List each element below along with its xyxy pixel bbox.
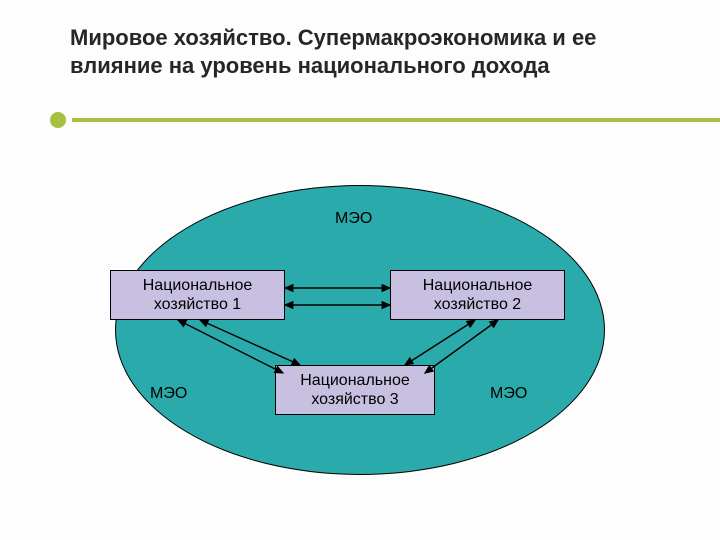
context-ellipse <box>115 185 605 475</box>
diagram-stage: Национальное хозяйство 1 Национальное хо… <box>0 140 720 540</box>
node-economy-1: Национальное хозяйство 1 <box>110 270 285 320</box>
node-economy-2: Национальное хозяйство 2 <box>390 270 565 320</box>
label-meo-top: МЭО <box>335 210 372 228</box>
underline-bar <box>72 118 720 122</box>
title-underline <box>0 118 720 122</box>
underline-dot <box>50 112 66 128</box>
label-meo-left: МЭО <box>150 385 187 403</box>
node-label: хозяйство 3 <box>280 390 430 409</box>
node-label: Национальное <box>115 276 280 295</box>
node-label: Национальное <box>280 371 430 390</box>
page-title: Мировое хозяйство. Супермакроэкономика и… <box>70 24 650 79</box>
node-label: Национальное <box>395 276 560 295</box>
node-label: хозяйство 2 <box>395 295 560 314</box>
label-meo-right: МЭО <box>490 385 527 403</box>
node-economy-3: Национальное хозяйство 3 <box>275 365 435 415</box>
node-label: хозяйство 1 <box>115 295 280 314</box>
